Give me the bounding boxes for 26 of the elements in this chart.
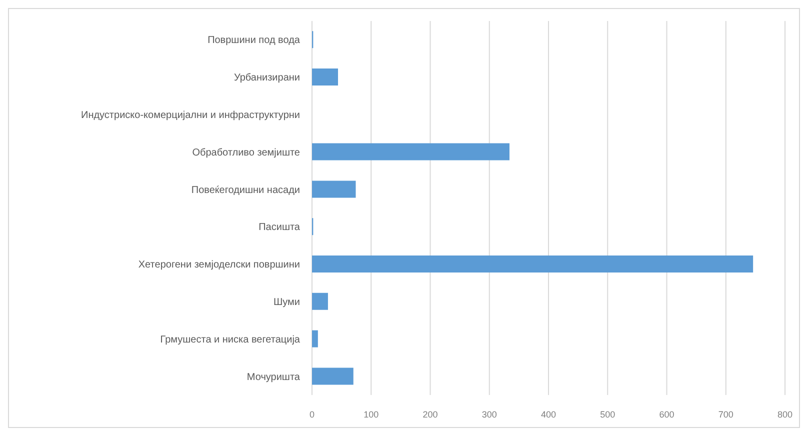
bar: [312, 256, 754, 272]
x-tick-label: 400: [540, 409, 556, 420]
bar: [312, 292, 328, 310]
y-tick-label: Шуми: [273, 297, 300, 308]
y-tick-label: Мочуришта: [246, 372, 300, 383]
bar: [312, 368, 354, 385]
x-tick-label: 200: [422, 409, 438, 420]
x-tick-label: 100: [364, 409, 379, 420]
x-tick-label: 600: [659, 409, 674, 420]
x-tick-label: 0: [309, 409, 315, 420]
x-tick-label: 500: [600, 409, 616, 420]
y-tick-label: Урбанизирани: [234, 72, 300, 84]
y-tick-label: Повеќегодишни насади: [191, 184, 300, 196]
bar: [312, 180, 356, 198]
y-tick-label: Грмушеста и ниска вегетација: [160, 334, 300, 346]
y-tick-label: Хетерогени земјоделски површини: [138, 260, 300, 271]
x-tick-label: 300: [482, 409, 497, 420]
y-tick-label: Пасишта: [258, 222, 300, 234]
bar: [312, 330, 318, 348]
x-tick-label: 700: [718, 409, 734, 420]
y-tick-label: Индустриско-комерцијални и инфраструктурни: [81, 110, 300, 121]
x-tick-label: 800: [777, 409, 793, 420]
bar: [312, 68, 338, 86]
bar: [312, 143, 510, 160]
y-tick-label: Обработливо земјиште: [192, 147, 300, 158]
y-tick-label: Површини под вода: [208, 35, 300, 46]
